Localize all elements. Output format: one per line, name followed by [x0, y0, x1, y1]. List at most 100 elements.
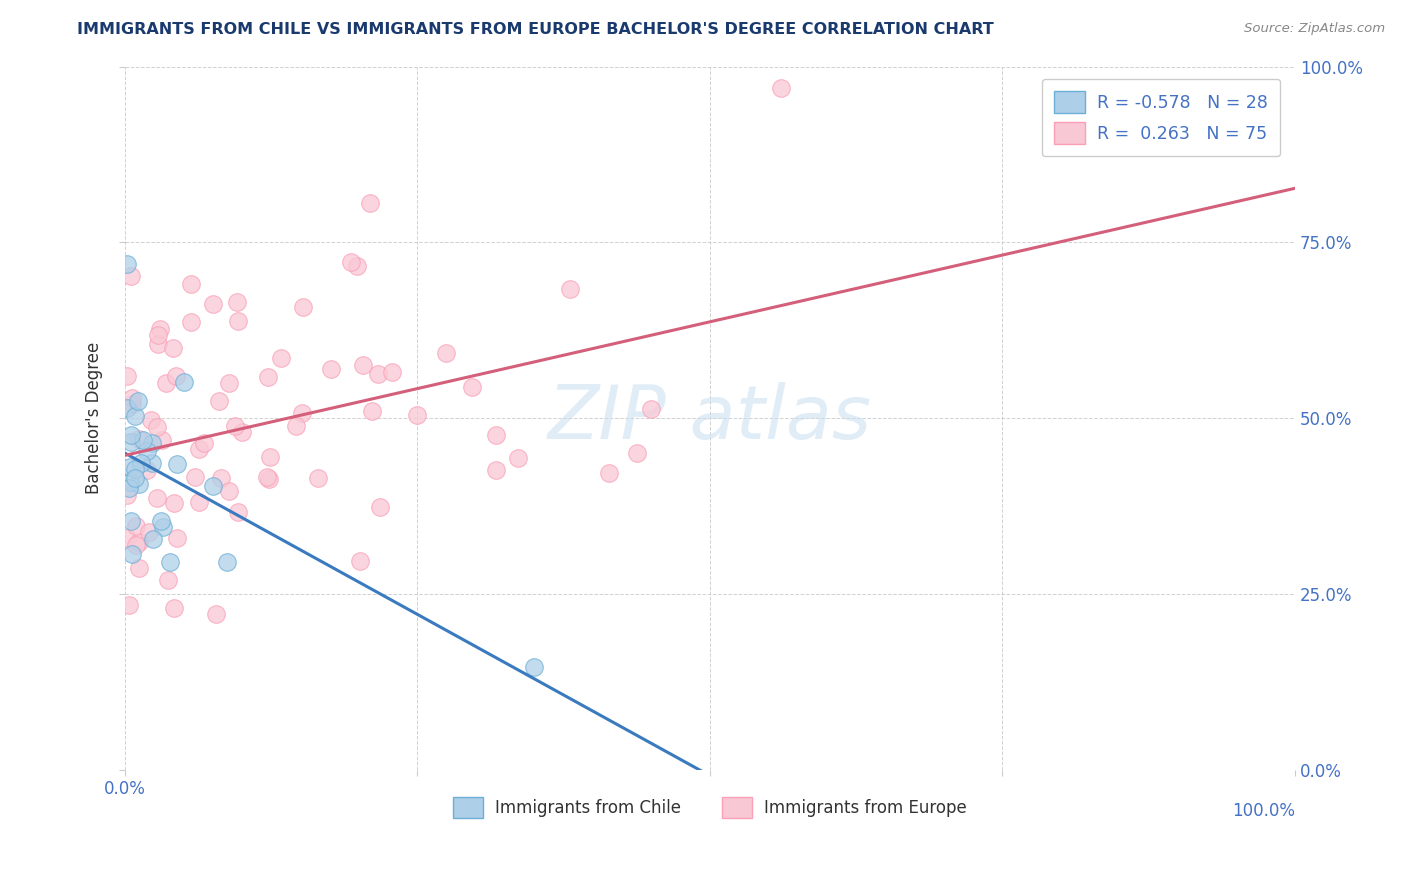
Point	[162, 341, 184, 355]
Point	[346, 259, 368, 273]
Point	[124, 471, 146, 485]
Point	[226, 314, 249, 328]
Point	[201, 296, 224, 310]
Point	[257, 472, 280, 486]
Point	[166, 531, 188, 545]
Point	[135, 443, 157, 458]
Point	[523, 660, 546, 674]
Point	[159, 555, 181, 569]
Point	[180, 315, 202, 329]
Point	[165, 369, 187, 384]
Point	[208, 393, 231, 408]
Point	[218, 483, 240, 498]
Point	[256, 470, 278, 484]
Point	[193, 436, 215, 450]
Point	[434, 346, 457, 360]
Point	[769, 80, 792, 95]
Point	[231, 425, 253, 440]
Text: IMMIGRANTS FROM CHILE VS IMMIGRANTS FROM EUROPE BACHELOR'S DEGREE CORRELATION CH: IMMIGRANTS FROM CHILE VS IMMIGRANTS FROM…	[77, 22, 994, 37]
Point	[128, 476, 150, 491]
Point	[115, 256, 138, 270]
Point	[121, 397, 143, 411]
Point	[461, 379, 484, 393]
Point	[120, 428, 142, 442]
Point	[162, 600, 184, 615]
Point	[291, 406, 314, 420]
Point	[141, 456, 163, 470]
Point	[152, 433, 174, 447]
Point	[149, 514, 172, 528]
Y-axis label: Bachelor's Degree: Bachelor's Degree	[86, 343, 103, 494]
Point	[156, 574, 179, 588]
Point	[152, 520, 174, 534]
Point	[148, 337, 170, 351]
Point	[485, 428, 508, 442]
Point	[225, 294, 247, 309]
Point	[285, 418, 308, 433]
Point	[349, 553, 371, 567]
Point	[149, 321, 172, 335]
Point	[367, 367, 389, 381]
Point	[188, 442, 211, 456]
Point	[120, 434, 142, 449]
Point	[270, 351, 292, 365]
Point	[340, 255, 363, 269]
Point	[131, 456, 153, 470]
Point	[180, 277, 202, 291]
Point	[155, 376, 177, 391]
Point	[118, 459, 141, 474]
Point	[118, 481, 141, 495]
Point	[187, 495, 209, 509]
Point	[217, 555, 239, 569]
Point	[141, 435, 163, 450]
Point	[131, 433, 153, 447]
Point	[485, 463, 508, 477]
Point	[259, 450, 281, 464]
Point	[218, 376, 240, 390]
Point	[201, 479, 224, 493]
Point	[139, 413, 162, 427]
Point	[173, 375, 195, 389]
Point	[125, 519, 148, 533]
Point	[405, 408, 427, 422]
Point	[163, 496, 186, 510]
Point	[120, 514, 142, 528]
Point	[124, 409, 146, 423]
Text: ZIP atlas: ZIP atlas	[548, 383, 872, 454]
Point	[291, 300, 314, 314]
Point	[204, 607, 226, 621]
Point	[381, 366, 404, 380]
Point	[307, 471, 329, 485]
Point	[115, 401, 138, 415]
Text: Source: ZipAtlas.com: Source: ZipAtlas.com	[1244, 22, 1385, 36]
Point	[146, 420, 169, 434]
Point	[120, 269, 142, 284]
Point	[319, 362, 342, 376]
Point	[640, 401, 662, 416]
Point	[141, 532, 163, 546]
Point	[121, 547, 143, 561]
Text: 100.0%: 100.0%	[1232, 802, 1295, 820]
Point	[124, 462, 146, 476]
Point	[121, 391, 143, 405]
Point	[125, 538, 148, 552]
Point	[148, 328, 170, 343]
Point	[118, 598, 141, 612]
Point	[598, 467, 620, 481]
Point	[128, 432, 150, 446]
Point	[368, 500, 391, 514]
Point	[115, 488, 138, 502]
Point	[558, 282, 581, 296]
Point	[626, 446, 648, 460]
Point	[228, 505, 250, 519]
Point	[361, 403, 384, 417]
Point	[209, 471, 232, 485]
Point	[184, 469, 207, 483]
Point	[146, 491, 169, 506]
Point	[166, 457, 188, 471]
Point	[135, 463, 157, 477]
Point	[352, 358, 374, 372]
Point	[115, 532, 138, 546]
Point	[257, 370, 280, 384]
Legend: Immigrants from Chile, Immigrants from Europe: Immigrants from Chile, Immigrants from E…	[446, 790, 973, 825]
